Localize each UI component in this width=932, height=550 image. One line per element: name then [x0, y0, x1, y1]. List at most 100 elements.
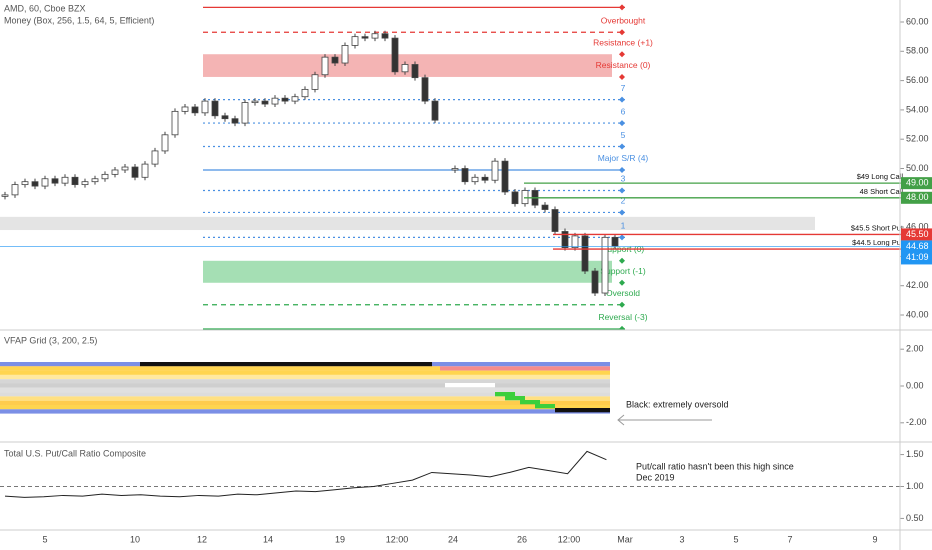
candle: [201, 100, 209, 114]
grid-row: [0, 396, 610, 401]
x-tick-label: 3: [679, 534, 684, 544]
x-tick-label: 24: [448, 534, 458, 544]
candle: [581, 235, 589, 272]
vfap-pane: [0, 362, 610, 414]
price-tag-label: 45.50: [906, 229, 929, 239]
grid-row: [140, 362, 432, 367]
option-label: 48 Short Call: [860, 187, 904, 196]
candle: [431, 100, 439, 121]
candle: [341, 45, 349, 64]
level-label: 5: [621, 130, 626, 140]
candle: [21, 181, 29, 186]
level-marker: [619, 257, 625, 264]
level-label: 7: [621, 83, 626, 93]
zone: [203, 260, 612, 283]
grid-row: [445, 383, 495, 388]
candle: [391, 37, 399, 73]
y-tick-label: -2.00: [906, 417, 927, 427]
x-tick-label: 26: [517, 534, 527, 544]
candle: [321, 56, 329, 76]
level-label: Reversal (-3): [598, 312, 647, 322]
x-tick-label: 5: [42, 534, 47, 544]
candle: [591, 270, 599, 294]
y-tick-label: 60.00: [906, 16, 929, 26]
candle: [401, 64, 409, 73]
option-label: $49 Long Call: [857, 172, 904, 181]
candle: [161, 134, 169, 152]
y-tick-label: 1.50: [906, 449, 924, 459]
putcall-line: [4, 450, 607, 498]
level-marker: [619, 73, 625, 80]
vfap-title: VFAP Grid (3, 200, 2.5): [4, 335, 97, 345]
candle: [121, 166, 129, 171]
grid-cell: [505, 396, 525, 401]
grid-row: [0, 370, 610, 375]
level-label: 2: [621, 196, 626, 206]
x-tick-label: 12: [197, 534, 207, 544]
candle: [351, 36, 359, 46]
candle: [251, 100, 259, 104]
candle: [111, 169, 119, 175]
y-tick-label: 54.00: [906, 104, 929, 114]
candle: [81, 181, 89, 186]
level-marker: [619, 143, 625, 150]
candle: [501, 160, 509, 193]
level-label: Resistance (0): [596, 60, 651, 70]
candle: [541, 204, 549, 210]
level-label: Oversold: [606, 288, 640, 298]
grid-row: [0, 366, 440, 371]
level-marker: [619, 234, 625, 241]
candle: [191, 106, 199, 114]
level-label: Reversal (+3): [597, 0, 648, 1]
level-marker: [619, 209, 625, 216]
level-label: Resistance (+1): [593, 37, 653, 47]
candle: [241, 102, 249, 124]
level-label: 6: [621, 106, 626, 116]
level-label: 1: [621, 221, 626, 231]
level-marker: [619, 301, 625, 308]
y-tick-label: 52.00: [906, 134, 929, 144]
y-tick-label: 58.00: [906, 46, 929, 56]
x-tick-label: 10: [130, 534, 140, 544]
grid-row: [0, 387, 610, 393]
grid-cell: [520, 400, 540, 405]
candle: [421, 77, 429, 102]
countdown-label: 41:09: [906, 252, 929, 262]
candle: [381, 33, 389, 39]
level-marker: [619, 96, 625, 103]
level-marker: [619, 325, 625, 330]
level-marker: [619, 279, 625, 286]
level-label: 3: [621, 174, 626, 184]
candle: [301, 88, 309, 98]
putcall-pane: [0, 450, 900, 498]
option-label: $45.5 Short Put: [851, 223, 904, 232]
grid-row: [555, 408, 610, 413]
candle: [261, 100, 269, 105]
y-tick-label: 2.00: [906, 344, 924, 354]
y-tick-label: 0.50: [906, 513, 924, 523]
level-marker: [619, 51, 625, 58]
price-tag: [901, 191, 932, 204]
level-marker: [619, 4, 625, 11]
grid-row: [0, 400, 610, 405]
candle: [601, 236, 609, 294]
x-tick-label: 19: [335, 534, 345, 544]
candle: [481, 176, 489, 181]
candle: [551, 209, 559, 232]
candle: [1, 194, 9, 197]
candle: [101, 173, 109, 180]
candle: [91, 178, 99, 183]
candle: [151, 150, 159, 165]
option-label: $44.5 Long Put: [852, 238, 904, 247]
price-tag-label: 49.00: [906, 178, 929, 188]
candle: [71, 176, 79, 186]
candle: [141, 163, 149, 178]
candle: [131, 166, 139, 178]
x-tick-label: 14: [263, 534, 273, 544]
y-tick-label: 42.00: [906, 280, 929, 290]
candle: [311, 74, 319, 90]
candle: [561, 231, 569, 249]
x-tick-label: Mar: [617, 534, 633, 544]
level-marker: [619, 166, 625, 173]
